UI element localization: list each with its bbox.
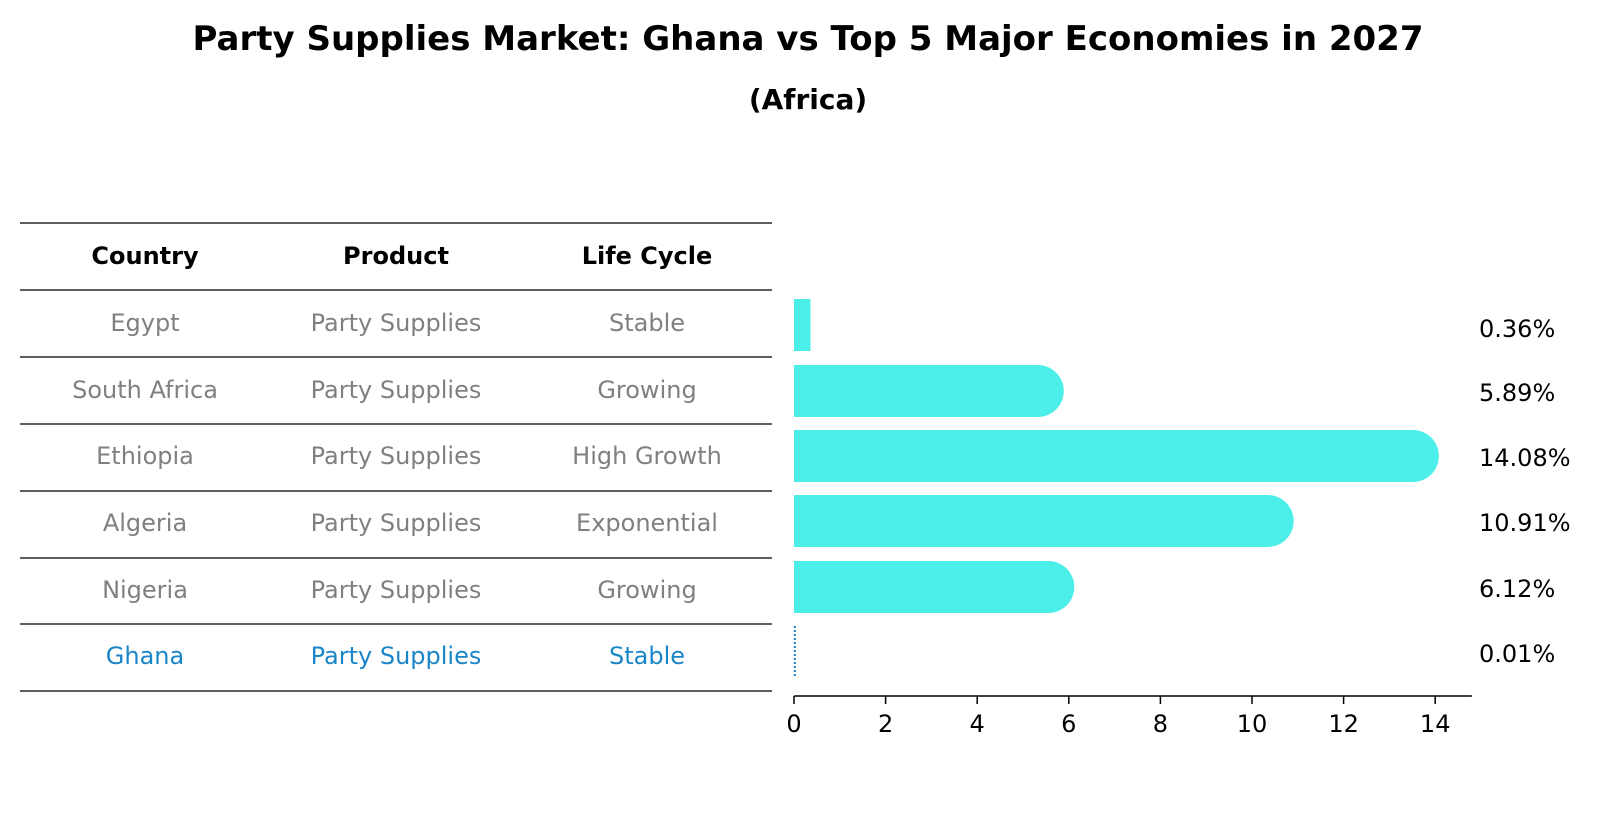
table-row: Ghana Party Supplies Stable (106, 642, 685, 670)
life-cycle-cell: Stable (609, 309, 685, 337)
x-tick-label: 6 (1061, 710, 1076, 738)
value-labels: 0.36% 5.89% 14.08% 10.91% 6.12% 0.01% (1479, 315, 1571, 668)
country-header: Country (91, 242, 199, 270)
x-tick-label: 2 (878, 710, 893, 738)
bar-egypt (794, 299, 811, 351)
value-label: 10.91% (1479, 509, 1571, 537)
product-cell: Party Supplies (311, 309, 482, 337)
product-cell: Party Supplies (311, 509, 482, 537)
product-cell: Party Supplies (311, 442, 482, 470)
bar-algeria (794, 495, 1294, 547)
data-table: Country Product Life Cycle Egypt Party Suppl… (20, 222, 772, 692)
product-header: Product (343, 242, 449, 270)
x-tick-label: 10 (1237, 710, 1268, 738)
country-cell: Egypt (110, 309, 179, 337)
value-label: 0.01% (1479, 640, 1555, 668)
life-cycle-header: Life Cycle (582, 242, 713, 270)
x-tick-label: 0 (786, 710, 801, 738)
table-row: Algeria Party Supplies Exponential (103, 509, 718, 537)
value-label: 5.89% (1479, 379, 1555, 407)
value-label: 14.08% (1479, 444, 1571, 472)
x-tick-label: 12 (1328, 710, 1359, 738)
life-cycle-cell: Growing (597, 576, 696, 604)
chart-subtitle: (Africa) (749, 83, 867, 116)
bar-south-africa (794, 365, 1064, 417)
table-row: South Africa Party Supplies Growing (72, 376, 697, 404)
product-cell: Party Supplies (311, 576, 482, 604)
table-row: Nigeria Party Supplies Growing (102, 576, 697, 604)
product-cell: Party Supplies (311, 642, 482, 670)
country-cell: Algeria (103, 509, 187, 537)
chart-title: Party Supplies Market: Ghana vs Top 5 Ma… (193, 19, 1424, 59)
country-cell: South Africa (72, 376, 218, 404)
value-label: 6.12% (1479, 575, 1555, 603)
bar-chart (793, 299, 1439, 678)
country-cell: Ethiopia (96, 442, 194, 470)
bar-ethiopia (794, 430, 1439, 482)
x-tick-label: 8 (1153, 710, 1168, 738)
life-cycle-cell: Growing (597, 376, 696, 404)
x-tick-label: 14 (1420, 710, 1451, 738)
product-cell: Party Supplies (311, 376, 482, 404)
country-cell: Nigeria (102, 576, 188, 604)
life-cycle-cell: Exponential (576, 509, 718, 537)
x-axis: 0 2 4 6 8 10 12 14 (786, 695, 1472, 738)
table-row: Egypt Party Supplies Stable (110, 309, 685, 337)
table-row: Ethiopia Party Supplies High Growth (96, 442, 722, 470)
bar-nigeria (794, 561, 1075, 613)
life-cycle-cell: High Growth (572, 442, 722, 470)
x-tick-label: 4 (970, 710, 985, 738)
life-cycle-cell: Stable (609, 642, 685, 670)
value-label: 0.36% (1479, 315, 1555, 343)
country-cell: Ghana (106, 642, 184, 670)
